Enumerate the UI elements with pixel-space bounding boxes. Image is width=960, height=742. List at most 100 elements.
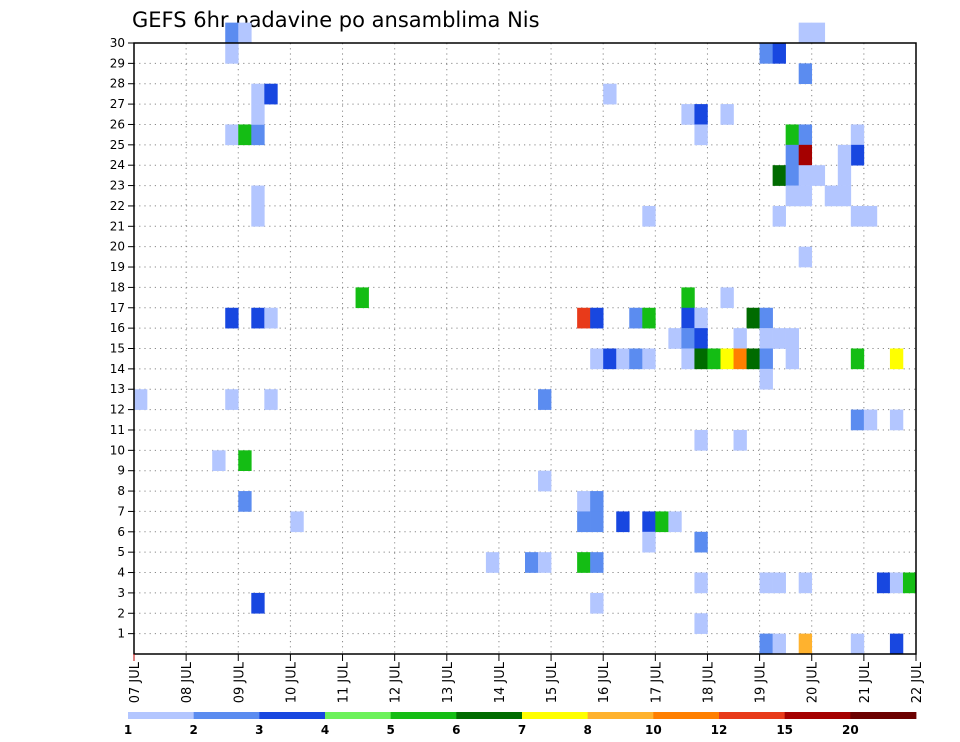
heatmap-cell [798, 63, 813, 85]
heatmap-cell [850, 633, 865, 655]
heatmap-cell [850, 144, 865, 166]
heatmap-cell [889, 572, 904, 594]
y-tick-label: 11 [110, 423, 125, 437]
heatmap-cell [251, 104, 265, 125]
heatmap-cell [616, 511, 630, 533]
chart-title: GEFS 6hr padavine po ansamblima Nis [132, 8, 540, 32]
heatmap-cell [642, 205, 656, 227]
heatmap-cell [694, 124, 708, 146]
heatmap-cell [355, 287, 369, 309]
heatmap-cell [876, 572, 891, 594]
data-cells [134, 22, 917, 655]
heatmap-cell [785, 328, 799, 349]
heatmap-cell [655, 511, 669, 533]
y-tick-label: 27 [110, 97, 125, 111]
y-tick-label: 22 [110, 199, 125, 213]
heatmap-cell [811, 165, 826, 186]
x-tick-label: 17 JUL [649, 661, 664, 703]
heatmap-cell [772, 205, 786, 227]
heatmap-cell [212, 450, 226, 471]
heatmap-cell [668, 511, 682, 533]
heatmap-cell [590, 307, 604, 329]
heatmap-cell [798, 144, 813, 166]
legend: 1 2 3 4 5 6 7 8 10 12 15 20 [124, 712, 917, 737]
heatmap-cell [590, 552, 604, 573]
heatmap-cell [251, 83, 265, 105]
heatmap-cell [759, 368, 773, 390]
heatmap-cell [290, 511, 304, 533]
heatmap-cell [785, 124, 799, 146]
heatmap-cell [694, 328, 708, 349]
heatmap-cell [616, 348, 630, 370]
heatmap-cell [577, 511, 591, 533]
y-tick-label: 20 [110, 240, 125, 254]
x-tick-label: 18 JUL [701, 661, 716, 703]
x-tick-label: 14 JUL [493, 661, 508, 703]
y-tick-label: 30 [110, 36, 125, 50]
y-tick-label: 6 [117, 525, 125, 539]
heatmap-cell [759, 307, 773, 329]
y-tick-label: 16 [110, 321, 125, 335]
heatmap-cell [642, 348, 656, 370]
heatmap-cell [251, 205, 265, 227]
x-tick-label: 11 JUL [337, 661, 352, 703]
heatmap-cell [681, 328, 695, 349]
heatmap-cell [251, 307, 265, 329]
y-tick-label: 7 [117, 504, 125, 518]
heatmap-cell [850, 124, 865, 146]
heatmap-cell [225, 307, 239, 329]
y-tick-label: 15 [110, 342, 125, 356]
y-tick-label: 1 [117, 627, 125, 641]
heatmap-cell [694, 348, 708, 370]
y-tick-label: 29 [110, 56, 125, 70]
heatmap-cell [668, 328, 682, 349]
x-tick-label: 22 JUL [910, 661, 925, 703]
heatmap-cell [746, 307, 760, 329]
heatmap-cell [538, 389, 552, 410]
legend-swatch [456, 712, 523, 719]
y-tick-label: 10 [110, 443, 125, 457]
y-tick-label: 23 [110, 179, 125, 193]
heatmap-cell [681, 348, 695, 370]
x-tick-label: 08 JUL [180, 661, 195, 703]
legend-label: 10 [645, 723, 662, 737]
heatmap-cell [642, 531, 656, 553]
heatmap-cell [720, 287, 734, 309]
heatmap-cell [694, 572, 708, 594]
heatmap-cell [681, 307, 695, 329]
x-tick-label: 19 JUL [754, 661, 769, 703]
legend-swatch [522, 712, 589, 719]
heatmap-cell [837, 144, 852, 166]
x-tick-label: 12 JUL [389, 661, 404, 703]
heatmap-cell [785, 165, 799, 186]
legend-label: 12 [711, 723, 728, 737]
heatmap-cell [798, 246, 813, 268]
heatmap-cell [772, 165, 786, 186]
heatmap-cell [681, 287, 695, 309]
heatmap-cell [642, 307, 656, 329]
heatmap-cell [759, 328, 773, 349]
heatmap-cell [251, 592, 265, 614]
legend-label: 3 [255, 723, 263, 737]
heatmap-cell [525, 552, 539, 573]
heatmap-cell [759, 572, 773, 594]
heatmap-cell [850, 205, 865, 227]
y-tick-label: 2 [117, 606, 125, 620]
heatmap-cell [785, 144, 799, 166]
heatmap-cell [629, 348, 643, 370]
heatmap-cell [785, 348, 799, 370]
heatmap-cell [603, 83, 617, 105]
legend-label: 2 [189, 723, 197, 737]
legend-label: 8 [583, 723, 591, 737]
heatmap-cell [642, 511, 656, 533]
heatmap-cell [733, 348, 747, 370]
heatmap-cell [485, 552, 500, 573]
y-tick-label: 8 [117, 484, 125, 498]
legend-swatch [784, 712, 851, 719]
y-tick-label: 4 [117, 566, 125, 580]
heatmap-cell [850, 409, 865, 431]
legend-swatch [390, 712, 457, 719]
legend-label: 6 [452, 723, 460, 737]
heatmap-cell [772, 43, 786, 64]
heatmap-cell [798, 572, 813, 594]
